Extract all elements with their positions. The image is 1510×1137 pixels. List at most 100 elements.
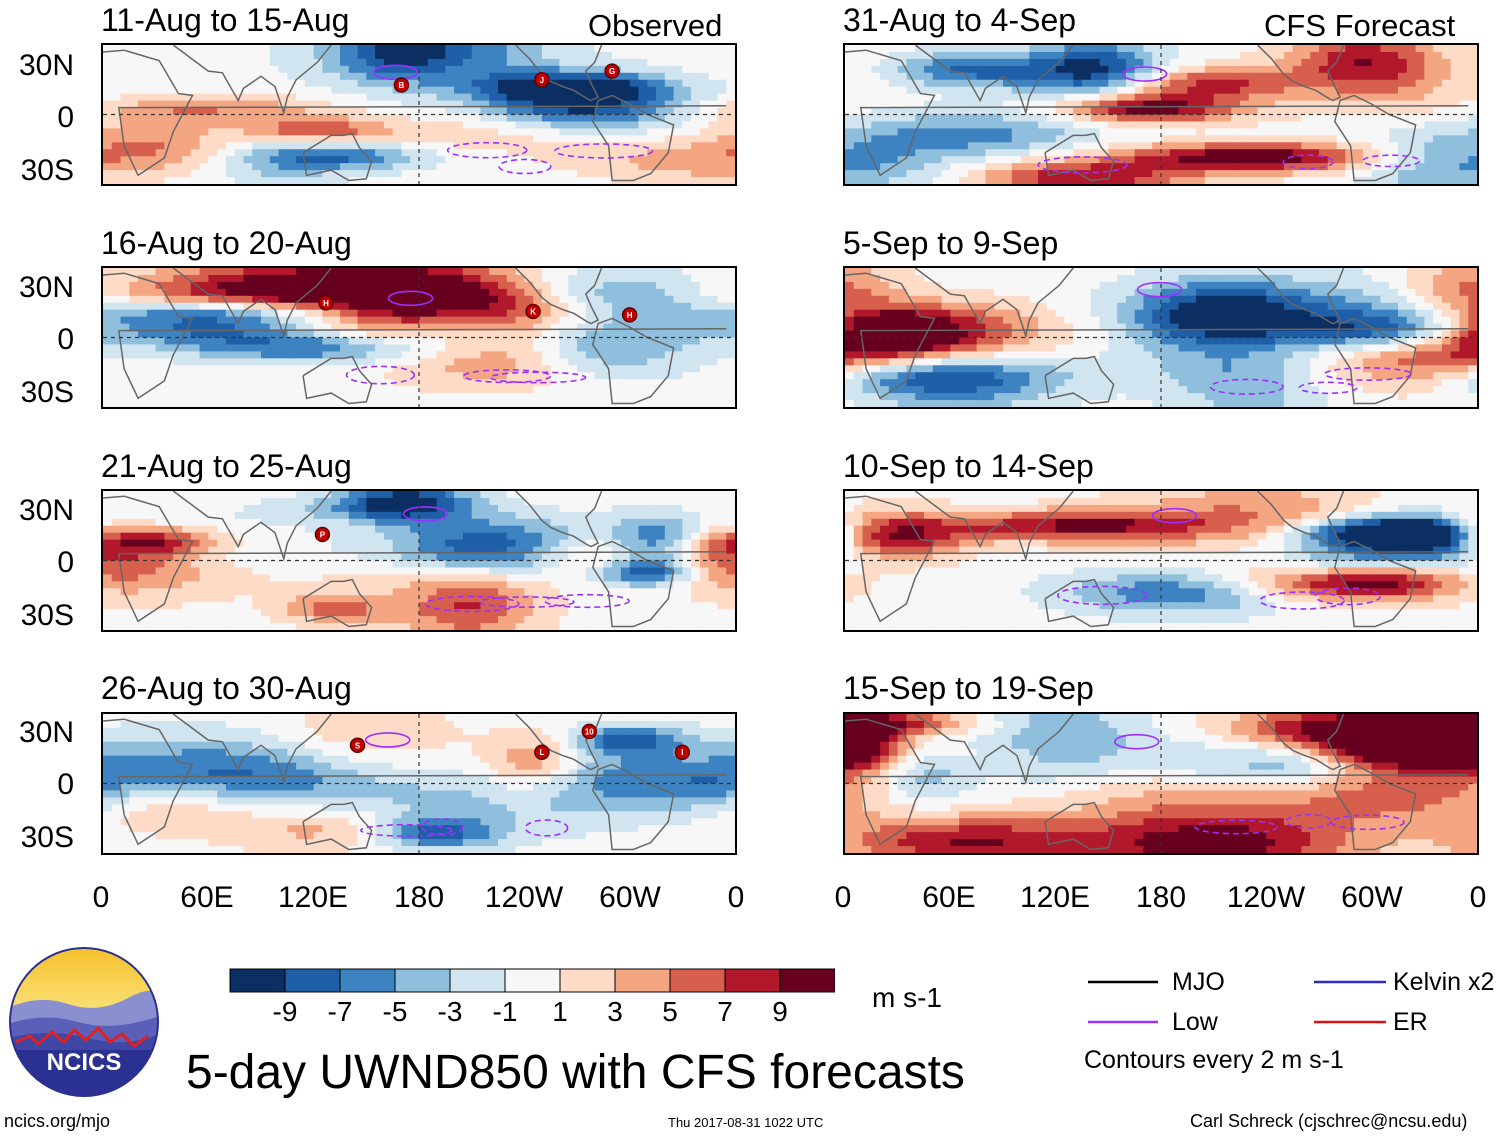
map-panel-forecast-4 [843, 712, 1479, 855]
storm-marker [525, 303, 541, 320]
panel-title-1: 11-Aug to 15-Aug [101, 2, 350, 38]
coastline [1257, 714, 1345, 771]
column-label-observed: Observed [588, 8, 723, 43]
coastline [1044, 355, 1115, 405]
colorbar-box [284, 968, 341, 993]
storm-marker [581, 723, 598, 740]
colorbar-tick-label: -3 [437, 996, 463, 1027]
low-contour [544, 593, 630, 609]
coastline [591, 94, 675, 182]
colorbar-box [394, 968, 451, 993]
storm-marker [674, 744, 691, 760]
colorbar-tick-label: -1 [492, 996, 518, 1027]
panel-title-2: 16-Aug to 20-Aug [101, 225, 352, 261]
legend-label-er: ER [1393, 1008, 1428, 1036]
low-contour [1314, 587, 1382, 606]
x-tick-label: 120W [1226, 881, 1306, 914]
colorbar [229, 968, 835, 993]
storm-marker [534, 744, 550, 760]
wind-anomaly-field [103, 491, 735, 630]
low-contour [478, 596, 575, 608]
coastline [302, 578, 373, 628]
storm-marker-label: H [323, 299, 329, 308]
coastline [302, 132, 373, 182]
colorbar-box [724, 968, 781, 993]
storm-marker [534, 72, 550, 88]
column-label-cfs-forecast: CFS Forecast [1264, 8, 1456, 43]
colorbar-tick-label: 7 [717, 996, 733, 1027]
coastline [1257, 268, 1345, 325]
legend-note: Contours every 2 m s-1 [1084, 1046, 1344, 1074]
map-panel-observed-3: P [101, 489, 737, 632]
footer-url: ncics.org/mjo [4, 1111, 111, 1131]
low-contour [345, 365, 416, 385]
low-contour [1282, 154, 1334, 170]
low-contour [1285, 813, 1333, 829]
coastline [1257, 45, 1345, 102]
low-contour [1037, 156, 1128, 174]
wind-anomaly-field [845, 491, 1477, 630]
colorbar-tick-label: -5 [382, 996, 408, 1027]
storm-marker-label: K [530, 307, 536, 316]
coastline [172, 491, 332, 562]
coastline [515, 714, 603, 771]
wind-anomaly-field [103, 268, 735, 407]
y-tick-label: 0 [57, 768, 74, 801]
low-contour [402, 506, 449, 522]
coastline [172, 45, 332, 116]
y-tick-label: 30N [18, 494, 74, 527]
colorbar-box [339, 968, 396, 993]
colorbar-box [449, 968, 506, 993]
low-contour [1209, 378, 1284, 395]
colorbar-box [504, 968, 561, 993]
x-tick-label: 120E [1019, 881, 1091, 914]
map-panel-forecast-1 [843, 43, 1479, 186]
coastline [172, 268, 332, 339]
low-contour [1323, 367, 1412, 382]
x-tick-label: 180 [1135, 881, 1187, 914]
x-tick-label: 0 [834, 881, 852, 914]
coastline [1044, 132, 1115, 182]
low-contour [554, 143, 654, 159]
storm-marker-label: G [609, 67, 615, 76]
storm-marker-label: L [539, 748, 544, 757]
coastline [103, 272, 727, 400]
footer-timestamp: Thu 2017-08-31 1022 UTC [668, 1115, 824, 1130]
coastline [515, 268, 603, 325]
colorbar-tick-label: 9 [772, 996, 788, 1027]
panel-title-4: 26-Aug to 30-Aug [101, 670, 352, 706]
panel-title-6: 5-Sep to 9-Sep [843, 225, 1059, 261]
map-panel-forecast-3 [843, 489, 1479, 632]
y-tick-label: 0 [57, 323, 74, 356]
y-tick-label: 30S [20, 599, 74, 632]
coastline [103, 49, 727, 177]
low-contour [421, 818, 464, 836]
coastline [302, 801, 373, 851]
legend-label-low: Low [1172, 1008, 1218, 1036]
y-tick-label: 30S [20, 154, 74, 187]
panel-title-7: 10-Sep to 14-Sep [843, 448, 1094, 484]
colorbar-tick-label: 3 [607, 996, 623, 1027]
x-tick-label: 0 [727, 881, 745, 914]
coastline [845, 272, 1469, 400]
coastline [1257, 491, 1345, 548]
x-tick-label: 0 [92, 881, 110, 914]
low-contour [1121, 66, 1168, 82]
low-contour [1136, 281, 1183, 298]
low-contour [364, 732, 411, 748]
y-tick-label: 30N [18, 716, 74, 749]
coastline [591, 763, 675, 851]
coastline [302, 355, 373, 405]
coastline [1044, 578, 1115, 628]
panel-title-3: 21-Aug to 25-Aug [101, 448, 352, 484]
storm-marker-label: I [681, 748, 683, 757]
figure-title: 5-day UWND850 with CFS forecasts [186, 1046, 965, 1099]
legend-lines [1088, 980, 1386, 1024]
colorbar-units: m s-1 [872, 982, 942, 1013]
y-tick-label: 30S [20, 376, 74, 409]
low-contour [372, 64, 419, 81]
coastline [103, 718, 727, 846]
storm-marker [604, 63, 620, 79]
storm-marker [318, 295, 334, 311]
storm-marker-label: B [399, 81, 405, 90]
